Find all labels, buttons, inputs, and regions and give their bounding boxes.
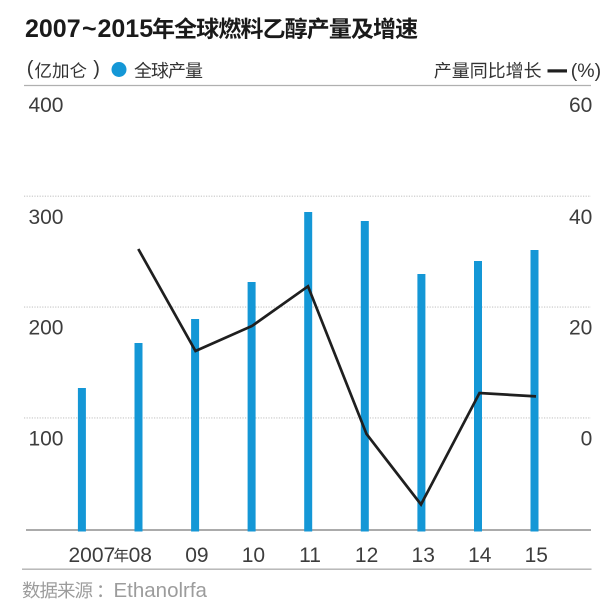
svg-text:Ethanolrfa: Ethanolrfa bbox=[114, 579, 208, 602]
svg-text:(%): (%) bbox=[571, 60, 600, 82]
svg-text:13: 13 bbox=[412, 544, 435, 567]
svg-text:2007: 2007 bbox=[25, 15, 81, 43]
svg-text:400: 400 bbox=[28, 94, 63, 117]
svg-text:11: 11 bbox=[299, 544, 321, 567]
svg-text:40: 40 bbox=[569, 206, 592, 229]
svg-text:15: 15 bbox=[525, 544, 548, 567]
svg-text:2015: 2015 bbox=[98, 15, 154, 43]
svg-text:09: 09 bbox=[185, 544, 208, 567]
svg-text:300: 300 bbox=[28, 206, 63, 229]
svg-text:2007: 2007 bbox=[69, 544, 116, 567]
svg-text:10: 10 bbox=[242, 544, 265, 567]
svg-text:60: 60 bbox=[569, 94, 592, 117]
svg-text:): ) bbox=[93, 58, 100, 80]
svg-text:12: 12 bbox=[355, 544, 378, 567]
svg-text:~: ~ bbox=[82, 15, 97, 43]
svg-text:08: 08 bbox=[129, 544, 152, 567]
svg-text:100: 100 bbox=[28, 427, 63, 450]
svg-text:14: 14 bbox=[468, 544, 492, 567]
svg-text:200: 200 bbox=[28, 317, 63, 340]
svg-text:0: 0 bbox=[581, 427, 593, 450]
svg-text:20: 20 bbox=[569, 317, 592, 340]
svg-text:(: ( bbox=[27, 58, 34, 80]
